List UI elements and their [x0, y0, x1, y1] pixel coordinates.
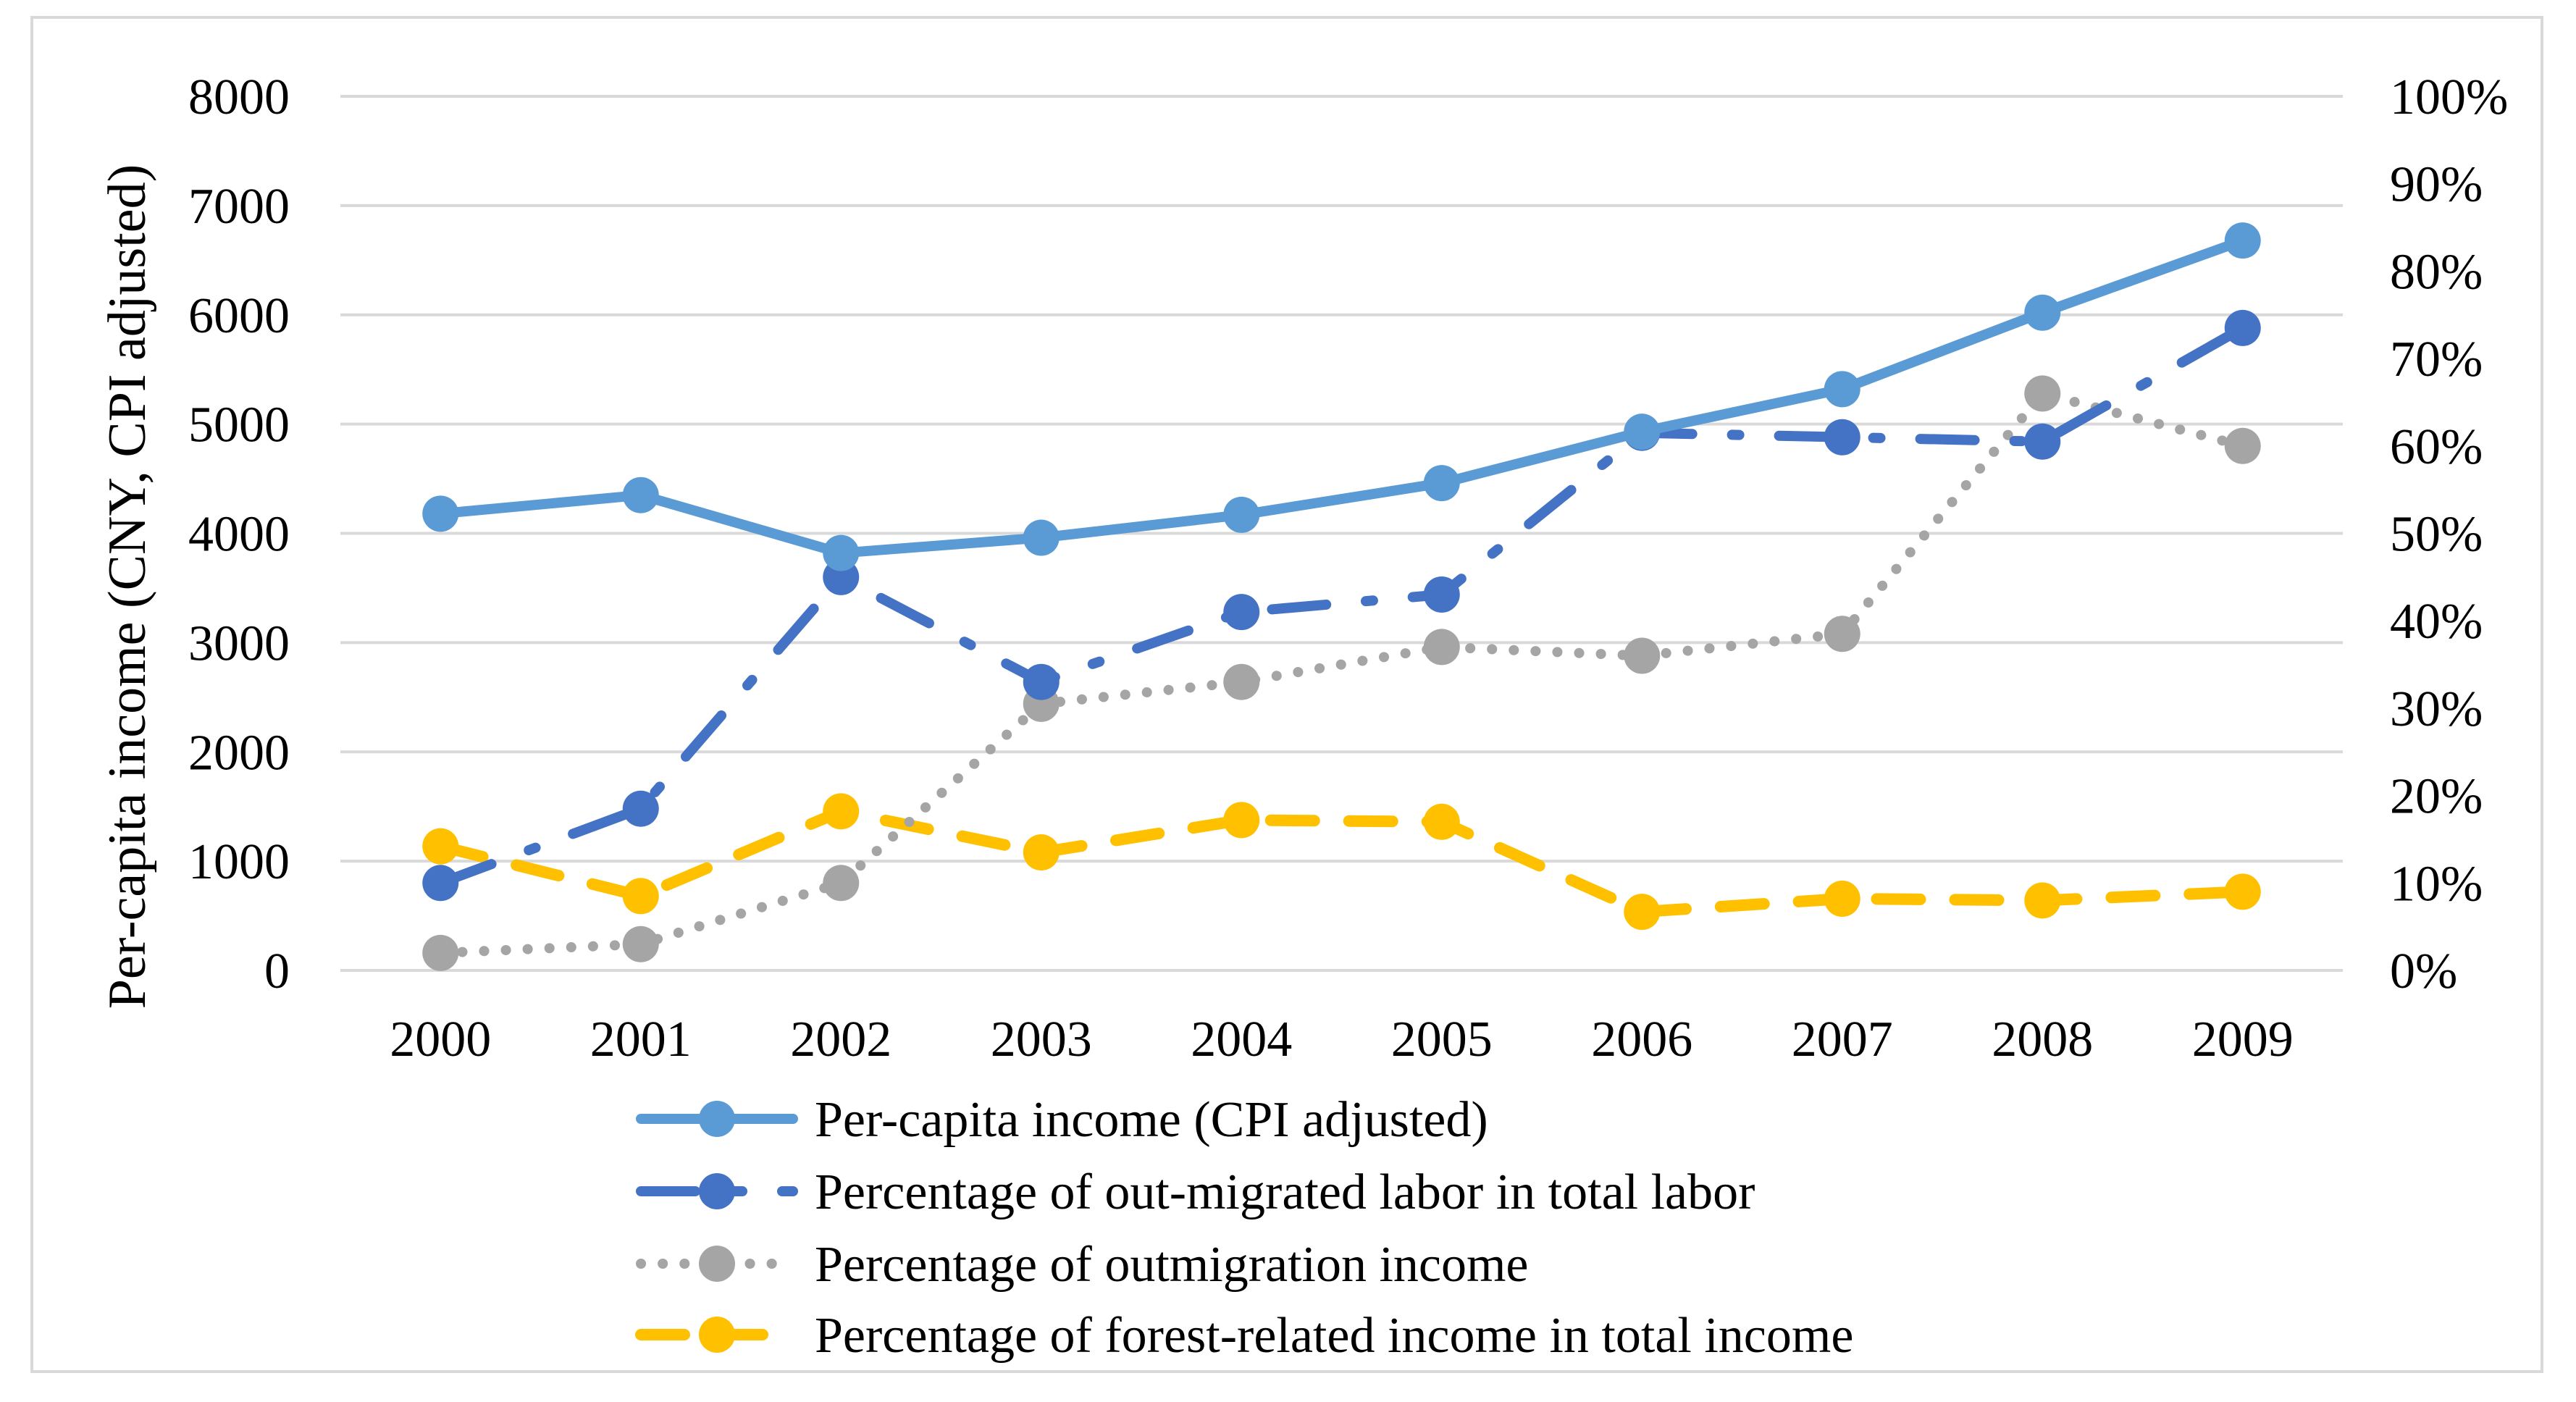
- legend-entry: Percentage of outmigration income: [636, 1237, 1529, 1293]
- y-left-tick-label: 8000: [188, 70, 290, 125]
- x-tick-label: 2007: [1792, 1012, 1893, 1067]
- y-left-tick-label: 4000: [188, 507, 290, 563]
- data-point: [1423, 629, 1460, 666]
- data-point: [1223, 594, 1260, 631]
- x-tick-label: 2003: [991, 1012, 1092, 1067]
- y-left-tick-label: 6000: [188, 288, 290, 344]
- x-axis-ticks: 2000 2001 2002 2003 2004 2005 2006 2007 2008 2009: [390, 1012, 2294, 1067]
- data-point: [1624, 894, 1661, 931]
- data-point: [622, 925, 659, 962]
- y-right-tick-label: 0%: [2390, 944, 2457, 999]
- x-tick-label: 2009: [2192, 1012, 2294, 1067]
- legend: Per-capita income (CPI adjusted) Percenta…: [635, 1092, 1853, 1364]
- legend-swatch-marker: [699, 1246, 735, 1282]
- legend-entry: Percentage of forest-related income in t…: [635, 1308, 1853, 1364]
- data-point: [1624, 414, 1661, 450]
- data-point: [1824, 881, 1860, 918]
- series-line: [435, 805, 2249, 918]
- y-right-tick-label: 60%: [2390, 419, 2483, 475]
- legend-entry: Percentage of out-migrated labor in tota…: [636, 1164, 1755, 1220]
- y-left-tick-label: 7000: [188, 179, 290, 235]
- y-left-tick-label: 1000: [188, 834, 290, 890]
- legend-label: Percentage of outmigration income: [815, 1237, 1529, 1293]
- data-point: [622, 790, 659, 827]
- data-point: [1824, 371, 1860, 408]
- series-line: [435, 388, 2248, 958]
- y-right-tick-label: 80%: [2390, 244, 2483, 300]
- data-point: [823, 534, 860, 571]
- data-point: [823, 865, 860, 902]
- data-point: [1824, 616, 1860, 652]
- data-point: [2024, 882, 2061, 919]
- x-tick-label: 2008: [1992, 1012, 2093, 1067]
- data-point: [2224, 222, 2261, 259]
- y-right-tick-label: 10%: [2390, 856, 2483, 912]
- data-point: [2224, 873, 2261, 910]
- y-left-tick-label: 5000: [188, 398, 290, 453]
- y-right-tick-label: 90%: [2390, 157, 2483, 213]
- data-point: [1624, 637, 1661, 674]
- legend-entry: Per-capita income (CPI adjusted): [636, 1092, 1488, 1148]
- data-point: [1223, 496, 1260, 533]
- x-tick-label: 2006: [1591, 1012, 1692, 1067]
- legend-swatch-marker: [699, 1317, 735, 1353]
- data-point: [2224, 427, 2261, 464]
- data-point: [1023, 834, 1060, 871]
- y-left-tick-label: 2000: [188, 725, 290, 781]
- data-point: [622, 878, 659, 915]
- data-point: [1423, 465, 1460, 502]
- series-line: [435, 235, 2248, 558]
- data-point: [2024, 294, 2061, 331]
- y-right-tick-label: 20%: [2390, 769, 2483, 825]
- y-right-tick-label: 30%: [2390, 681, 2483, 737]
- y-right-tick-label: 70%: [2390, 332, 2483, 387]
- y-left-tick-label: 0: [264, 944, 290, 999]
- legend-label: Percentage of forest-related income in t…: [815, 1308, 1853, 1364]
- series-line: [435, 322, 2248, 889]
- legend-swatch-marker: [699, 1173, 735, 1209]
- data-point: [2224, 309, 2261, 346]
- data-point: [1423, 803, 1460, 840]
- data-point: [1023, 519, 1060, 556]
- x-tick-label: 2002: [790, 1012, 891, 1067]
- y-right-tick-label: 50%: [2390, 507, 2483, 563]
- data-point: [1223, 802, 1260, 839]
- legend-label: Per-capita income (CPI adjusted): [815, 1092, 1488, 1148]
- y-axis-title: Per-capita income (CNY, CPI adjusted): [98, 164, 157, 1009]
- gridlines: [340, 95, 2343, 972]
- data-point: [823, 793, 860, 830]
- data-point: [1824, 419, 1860, 456]
- y-right-tick-label: 100%: [2390, 70, 2508, 125]
- chart-border: [30, 16, 2543, 1373]
- legend-label: Percentage of out-migrated labor in tota…: [815, 1164, 1755, 1220]
- data-point: [1223, 663, 1260, 700]
- data-point: [422, 828, 459, 865]
- x-tick-label: 2000: [390, 1012, 491, 1067]
- data-point: [2024, 423, 2061, 460]
- data-point: [1423, 576, 1460, 613]
- x-tick-label: 2005: [1391, 1012, 1493, 1067]
- series-1: [422, 222, 2261, 571]
- y-right-tick-label: 40%: [2390, 594, 2483, 650]
- series-4: [422, 793, 2261, 931]
- x-tick-label: 2001: [590, 1012, 692, 1067]
- left-axis-ticks: 0 1000 2000 3000 4000 5000 6000 7000 8000: [188, 70, 290, 999]
- data-point: [2024, 375, 2061, 412]
- data-point: [422, 934, 459, 971]
- series-layer: [422, 222, 2261, 971]
- series-3: [422, 375, 2261, 971]
- data-point: [1023, 663, 1060, 700]
- x-tick-label: 2004: [1191, 1012, 1292, 1067]
- data-point: [422, 495, 459, 532]
- data-point: [422, 865, 459, 902]
- legend-swatch-marker: [699, 1101, 735, 1137]
- data-point: [622, 477, 659, 513]
- y-left-tick-label: 3000: [188, 616, 290, 671]
- right-axis-ticks: 0% 10% 20% 30% 40% 50% 60% 70% 80% 90% 100%: [2390, 70, 2508, 999]
